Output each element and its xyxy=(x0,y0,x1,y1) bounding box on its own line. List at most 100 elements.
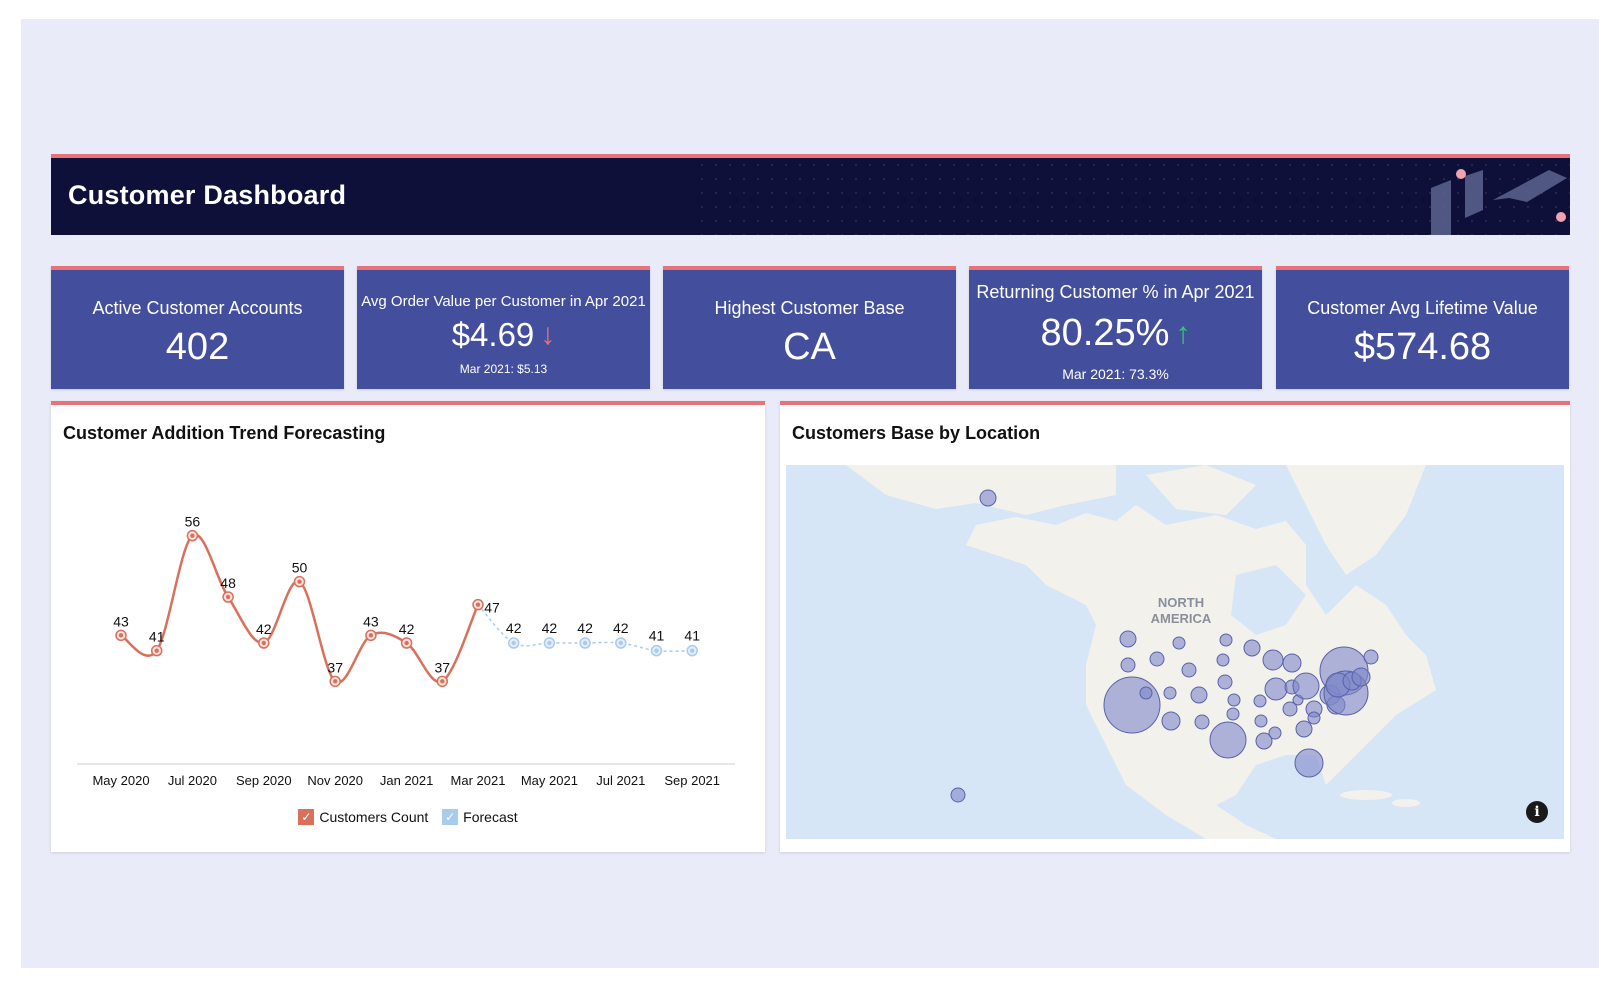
map-bubble[interactable] xyxy=(1219,633,1233,647)
forecast-point-dot xyxy=(654,648,659,653)
kpi-label: Customer Avg Lifetime Value xyxy=(1307,298,1538,318)
customers-count-value-label: 47 xyxy=(484,600,500,616)
kpi-value: $574.68 xyxy=(1353,326,1492,368)
forecast-value-label: 42 xyxy=(613,620,629,636)
map-region-label: NORTH xyxy=(1158,595,1204,610)
customers-count-value-label: 37 xyxy=(327,659,343,675)
x-tick-label: Jan 2021 xyxy=(380,773,434,788)
forecast-value-label: 42 xyxy=(506,620,522,636)
map-bubble[interactable] xyxy=(1254,714,1268,728)
map-bubble[interactable] xyxy=(1264,677,1288,701)
customers-count-value-label: 42 xyxy=(399,621,415,637)
x-tick-label: Jul 2021 xyxy=(596,773,645,788)
map-bubble[interactable] xyxy=(1190,686,1208,704)
map-bubble[interactable] xyxy=(1209,721,1247,759)
trend-forecast-panel: Customer Addition Trend Forecasting May … xyxy=(51,401,765,852)
map-bubble[interactable] xyxy=(1149,651,1165,667)
chart-legend: ✓ Customers Count ✓ Forecast xyxy=(51,808,765,825)
map-bubble[interactable] xyxy=(1103,676,1161,734)
map-bubble[interactable] xyxy=(1217,674,1233,690)
x-tick-label: May 2020 xyxy=(92,773,149,788)
panel-title: Customers Base by Location xyxy=(792,423,1041,443)
map-bubble[interactable] xyxy=(1282,701,1298,717)
forecast-value-label: 41 xyxy=(684,628,700,644)
map-bubble[interactable] xyxy=(1120,657,1136,673)
kpi-comparison: Mar 2021: 73.3% xyxy=(1062,366,1169,382)
info-icon[interactable]: i xyxy=(1526,801,1548,823)
map-bubble[interactable] xyxy=(1181,662,1197,678)
customers-count-value-label: 50 xyxy=(292,560,308,576)
forecast-point-dot xyxy=(547,640,552,646)
customers-count-point-dot xyxy=(154,648,159,653)
map-bubble[interactable] xyxy=(1216,653,1230,667)
legend-label: Customers Count xyxy=(319,809,429,825)
map-svg: NORTH AMERICA xyxy=(786,465,1564,839)
map-bubble[interactable] xyxy=(1227,693,1241,707)
customers-count-value-label: 43 xyxy=(113,613,129,629)
forecast-point-dot xyxy=(690,648,695,653)
map-region-label: AMERICA xyxy=(1151,611,1212,626)
check-icon: ✓ xyxy=(442,809,459,825)
forecast-value-label: 42 xyxy=(542,620,558,636)
map-bubble[interactable] xyxy=(1161,711,1181,731)
customers-count-point-dot xyxy=(440,679,445,684)
customers-count-point-dot xyxy=(475,602,481,607)
forecast-point-dot xyxy=(582,640,588,646)
map-bubble[interactable] xyxy=(1307,711,1321,725)
kpi-returning-customer-pct: Returning Customer % in Apr 2021 80.25% ↑… xyxy=(969,266,1262,389)
land-north-america xyxy=(846,465,1436,839)
customers-count-point-dot xyxy=(261,640,266,646)
kpi-customer-avg-lifetime-value: Customer Avg Lifetime Value $574.68 xyxy=(1276,266,1569,389)
map-bubble[interactable] xyxy=(1139,686,1153,700)
map-bubble[interactable] xyxy=(1253,694,1267,708)
panel-title: Customer Addition Trend Forecasting xyxy=(63,423,386,443)
map-bubble[interactable] xyxy=(1172,636,1186,650)
customers-count-point-dot xyxy=(297,579,302,584)
legend-item-forecast[interactable]: ✓ Forecast xyxy=(442,809,518,825)
map[interactable]: NORTH AMERICA xyxy=(786,465,1564,839)
customers-count-point-dot xyxy=(404,640,409,646)
map-bubble[interactable] xyxy=(1294,748,1324,778)
map-bubble[interactable] xyxy=(1119,630,1137,648)
map-bubble[interactable] xyxy=(1351,667,1371,687)
kpi-label: Avg Order Value per Customer in Apr 2021 xyxy=(361,293,646,310)
customers-count-value-label: 42 xyxy=(256,621,272,637)
legend-item-customers-count[interactable]: ✓ Customers Count xyxy=(298,809,428,825)
forecast-value-label: 42 xyxy=(577,620,593,636)
customers-count-point-dot xyxy=(333,679,338,684)
kpi-value: CA xyxy=(783,326,836,368)
map-bubble[interactable] xyxy=(1243,639,1261,657)
customers-count-value-label: 37 xyxy=(435,659,451,675)
customers-count-point-dot xyxy=(190,533,195,538)
land-arctic-islands xyxy=(1146,465,1256,515)
check-icon: ✓ xyxy=(298,809,315,825)
map-bubble[interactable] xyxy=(1262,649,1284,671)
customers-count-value-label: 43 xyxy=(363,613,379,629)
map-bubble[interactable] xyxy=(950,787,966,803)
kpi-value: 80.25% xyxy=(1040,312,1170,354)
map-bubble[interactable] xyxy=(979,489,997,507)
map-bubble[interactable] xyxy=(1163,686,1177,700)
map-bubble[interactable] xyxy=(1295,720,1313,738)
kpi-label: Active Customer Accounts xyxy=(92,298,303,318)
customers-count-point-dot xyxy=(368,633,374,638)
legend-label: Forecast xyxy=(463,809,518,825)
x-tick-label: Mar 2021 xyxy=(451,773,506,788)
map-bubble[interactable] xyxy=(1255,732,1273,750)
map-bubble[interactable] xyxy=(1292,672,1320,700)
x-tick-label: Sep 2021 xyxy=(664,773,720,788)
map-bubble[interactable] xyxy=(1226,707,1240,721)
customers-count-point-dot xyxy=(225,594,231,600)
kpi-label: Highest Customer Base xyxy=(714,298,905,318)
map-bubble[interactable] xyxy=(1363,649,1379,665)
kpi-highest-customer-base: Highest Customer Base CA xyxy=(663,266,956,389)
map-bubble[interactable] xyxy=(1194,714,1210,730)
arrow-down-icon: ↓ xyxy=(540,318,556,351)
map-bubble[interactable] xyxy=(1268,726,1282,740)
arrow-up-icon: ↑ xyxy=(1175,317,1191,350)
forecast-point-dot xyxy=(511,640,516,646)
banner-decoration xyxy=(1431,169,1567,235)
map-bubble[interactable] xyxy=(1282,653,1302,673)
kpi-avg-order-value: Avg Order Value per Customer in Apr 2021… xyxy=(357,266,650,389)
land-greenland xyxy=(1286,465,1426,575)
